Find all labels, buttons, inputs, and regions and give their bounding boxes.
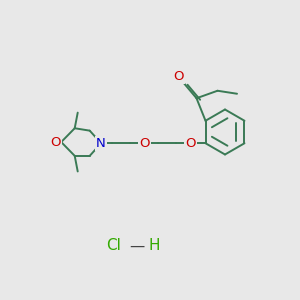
Text: —: —: [129, 238, 144, 253]
Text: H: H: [149, 238, 160, 253]
Text: N: N: [96, 137, 106, 150]
Text: O: O: [140, 137, 150, 150]
Text: O: O: [51, 136, 61, 148]
Text: O: O: [185, 137, 196, 150]
Text: O: O: [173, 70, 184, 83]
Text: Cl: Cl: [106, 238, 122, 253]
